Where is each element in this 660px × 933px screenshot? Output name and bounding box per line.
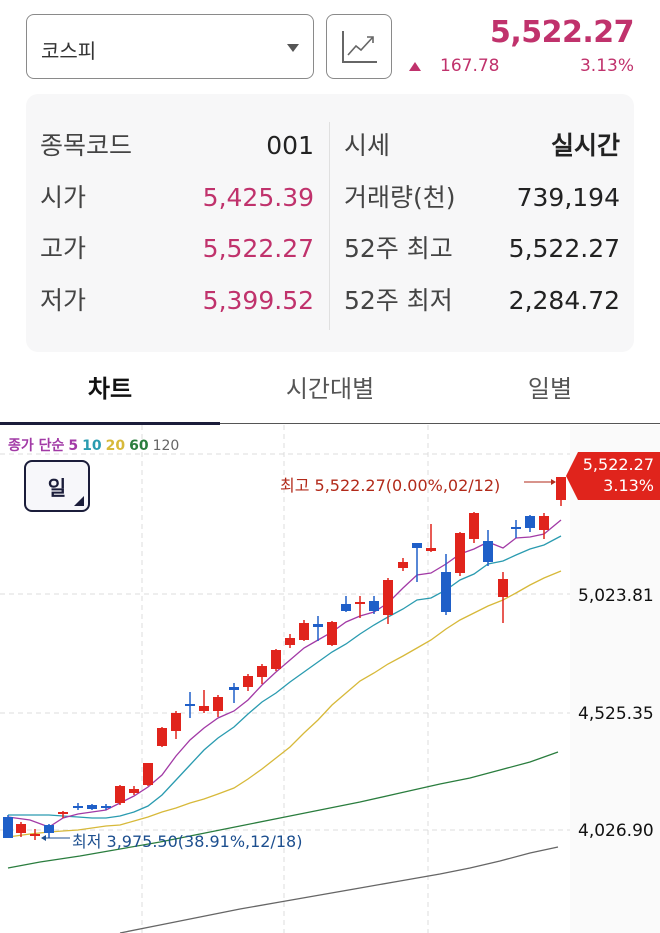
price-tag-shape xyxy=(566,452,660,500)
axis-label-1: 5,023.81 xyxy=(578,586,654,606)
info-label: 저가 xyxy=(40,286,87,315)
info-value: 2,284.72 xyxy=(508,286,620,315)
line-chart-icon xyxy=(342,31,377,63)
info-row-52w-low: 52주 최저 2,284.72 xyxy=(344,281,620,321)
legend-ma5: 5 xyxy=(68,438,79,454)
legend-prefix: 종가 단순 xyxy=(8,438,65,454)
price-tag-percent: 3.13% xyxy=(603,476,654,495)
legend-ma60: 60 xyxy=(129,438,149,454)
info-row-code: 종목코드 001 xyxy=(40,126,314,166)
info-row-high: 고가 5,522.27 xyxy=(40,229,314,269)
tab-bar: 차트 시간대별 일별 xyxy=(0,362,660,424)
quote-info-panel: 종목코드 001 시가 5,425.39 고가 5,522.27 저가 5,39… xyxy=(26,94,634,352)
change-value: 167.78 xyxy=(440,56,500,76)
legend-ma20: 20 xyxy=(105,438,126,454)
current-price: 5,522.27 xyxy=(489,15,635,50)
info-value: 5,425.39 xyxy=(202,183,314,212)
info-label: 시세 xyxy=(344,131,391,160)
info-label: 고가 xyxy=(40,234,87,263)
chart-view-button[interactable] xyxy=(326,14,392,79)
info-value: 5,522.27 xyxy=(202,234,314,263)
info-row-quote-type: 시세 실시간 xyxy=(344,126,620,166)
axis-label-2: 4,525.35 xyxy=(578,704,654,724)
up-triangle-icon xyxy=(409,62,421,71)
info-value: 001 xyxy=(266,131,314,160)
period-select-button[interactable]: 일 xyxy=(24,460,90,512)
info-label: 52주 최저 xyxy=(344,286,453,315)
change-percent: 3.13% xyxy=(579,56,634,76)
index-select-value: 코스피 xyxy=(41,39,97,63)
ma-legend: 종가 단순 5 10 20 60 120 xyxy=(8,435,183,455)
tab-chart[interactable]: 차트 xyxy=(87,375,133,403)
low-annotation: 최저 3,975.50(38.91%,12/18) xyxy=(72,832,303,851)
last-price-tag: 5,522.27 3.13% xyxy=(566,452,660,500)
legend-ma10: 10 xyxy=(82,438,102,454)
info-value: 5,522.27 xyxy=(508,234,620,263)
info-divider xyxy=(329,122,330,330)
tab-by-time[interactable]: 시간대별 xyxy=(285,375,375,403)
info-value: 5,399.52 xyxy=(202,286,314,315)
info-label: 종목코드 xyxy=(40,131,133,160)
legend-ma120: 120 xyxy=(152,438,180,454)
info-row-open: 시가 5,425.39 xyxy=(40,178,314,218)
price-tag-price: 5,522.27 xyxy=(582,455,654,474)
info-row-volume: 거래량(천) 739,194 xyxy=(344,178,620,218)
info-value: 739,194 xyxy=(516,183,620,212)
high-annotation: 최고 5,522.27(0.00%,02/12) xyxy=(280,476,501,495)
corner-triangle-icon xyxy=(74,496,84,506)
quote-header: 코스피 5,522.27 167.78 3.13% xyxy=(0,0,660,90)
info-value: 실시간 xyxy=(550,131,620,160)
index-select[interactable]: 코스피 xyxy=(26,14,314,79)
info-label: 거래량(천) xyxy=(344,183,456,212)
period-label: 일 xyxy=(47,476,67,500)
tab-daily[interactable]: 일별 xyxy=(527,375,573,403)
info-label: 시가 xyxy=(40,183,87,212)
active-tab-indicator xyxy=(0,422,220,425)
candlestick-chart[interactable]: 종가 단순 5 10 20 60 120 일 최고 5,522.27(0.00%,02/1… xyxy=(0,425,660,933)
price-axis xyxy=(570,425,660,933)
info-label: 52주 최고 xyxy=(344,234,453,263)
caret-down-icon xyxy=(287,44,299,52)
info-row-low: 저가 5,399.52 xyxy=(40,281,314,321)
axis-label-3: 4,026.90 xyxy=(578,821,654,841)
chart-canvas xyxy=(0,425,570,933)
info-row-52w-high: 52주 최고 5,522.27 xyxy=(344,229,620,269)
